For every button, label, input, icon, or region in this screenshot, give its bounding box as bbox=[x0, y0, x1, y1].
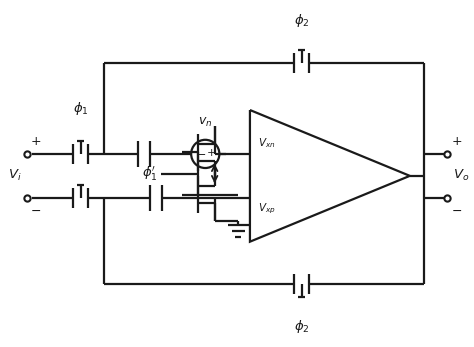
Text: $\phi_2$: $\phi_2$ bbox=[294, 318, 310, 335]
Text: $\phi_2$: $\phi_2$ bbox=[294, 12, 310, 29]
Text: $V_{xp}$: $V_{xp}$ bbox=[258, 202, 276, 216]
Text: $\phi_1$: $\phi_1$ bbox=[73, 100, 89, 117]
Text: $-$: $-$ bbox=[196, 148, 206, 158]
Text: $V_i$: $V_i$ bbox=[8, 168, 22, 184]
Text: +: + bbox=[451, 135, 462, 148]
Text: $V_o$: $V_o$ bbox=[453, 168, 469, 184]
Text: $V_{xn}$: $V_{xn}$ bbox=[258, 136, 276, 150]
Text: +: + bbox=[30, 135, 41, 148]
Text: $v_n$: $v_n$ bbox=[198, 116, 212, 129]
Text: $\phi_1^{\prime}$: $\phi_1^{\prime}$ bbox=[143, 164, 158, 183]
Text: $-$: $-$ bbox=[451, 204, 462, 217]
Text: $-$: $-$ bbox=[30, 204, 41, 217]
Text: $+$: $+$ bbox=[206, 147, 216, 159]
